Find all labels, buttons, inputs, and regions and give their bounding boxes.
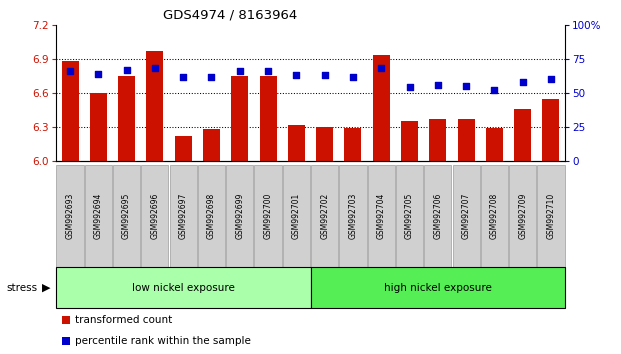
Bar bbox=[288, 125, 305, 161]
Point bbox=[461, 83, 471, 89]
Text: GSM992701: GSM992701 bbox=[292, 193, 301, 239]
Bar bbox=[90, 93, 107, 161]
Bar bbox=[260, 76, 276, 161]
Text: GSM992698: GSM992698 bbox=[207, 193, 216, 239]
Point bbox=[150, 65, 160, 71]
Point bbox=[65, 68, 75, 74]
Text: GSM992703: GSM992703 bbox=[348, 193, 358, 239]
Text: GSM992705: GSM992705 bbox=[405, 193, 414, 239]
Text: transformed count: transformed count bbox=[75, 315, 173, 325]
Point bbox=[489, 87, 499, 93]
Text: GSM992695: GSM992695 bbox=[122, 193, 131, 239]
Text: GDS4974 / 8163964: GDS4974 / 8163964 bbox=[163, 9, 297, 22]
Text: GSM992709: GSM992709 bbox=[518, 193, 527, 239]
Point bbox=[178, 74, 188, 79]
Point bbox=[348, 74, 358, 79]
Text: GSM992704: GSM992704 bbox=[377, 193, 386, 239]
Text: GSM992702: GSM992702 bbox=[320, 193, 329, 239]
Point bbox=[320, 72, 330, 78]
Point bbox=[263, 68, 273, 74]
Point bbox=[207, 74, 217, 79]
Text: GSM992706: GSM992706 bbox=[433, 193, 442, 239]
Text: GSM992710: GSM992710 bbox=[546, 193, 555, 239]
Text: low nickel exposure: low nickel exposure bbox=[132, 282, 235, 293]
Point bbox=[404, 85, 414, 90]
Point bbox=[546, 76, 556, 82]
Bar bbox=[203, 129, 220, 161]
Bar bbox=[345, 128, 361, 161]
Bar bbox=[486, 128, 503, 161]
Bar bbox=[458, 119, 474, 161]
Bar bbox=[61, 61, 78, 161]
Bar bbox=[231, 76, 248, 161]
Bar bbox=[118, 76, 135, 161]
Text: stress: stress bbox=[6, 282, 37, 293]
Text: high nickel exposure: high nickel exposure bbox=[384, 282, 492, 293]
Text: percentile rank within the sample: percentile rank within the sample bbox=[75, 336, 251, 346]
Point bbox=[291, 72, 301, 78]
Text: ▶: ▶ bbox=[42, 282, 51, 293]
Bar bbox=[147, 51, 163, 161]
Text: GSM992707: GSM992707 bbox=[461, 193, 471, 239]
Bar bbox=[316, 127, 333, 161]
Bar bbox=[429, 119, 446, 161]
Point bbox=[433, 82, 443, 87]
Text: GSM992693: GSM992693 bbox=[66, 193, 75, 239]
Point bbox=[518, 79, 528, 85]
Bar bbox=[401, 121, 418, 161]
Text: GSM992708: GSM992708 bbox=[490, 193, 499, 239]
Point bbox=[122, 67, 132, 73]
Bar bbox=[175, 136, 192, 161]
Point bbox=[93, 71, 103, 77]
Bar bbox=[373, 56, 390, 161]
Text: GSM992696: GSM992696 bbox=[150, 193, 160, 239]
Text: GSM992697: GSM992697 bbox=[179, 193, 188, 239]
Point bbox=[376, 65, 386, 71]
Text: GSM992694: GSM992694 bbox=[94, 193, 103, 239]
Point bbox=[235, 68, 245, 74]
Text: GSM992700: GSM992700 bbox=[263, 193, 273, 239]
Text: GSM992699: GSM992699 bbox=[235, 193, 244, 239]
Bar bbox=[543, 99, 560, 161]
Bar bbox=[514, 109, 531, 161]
